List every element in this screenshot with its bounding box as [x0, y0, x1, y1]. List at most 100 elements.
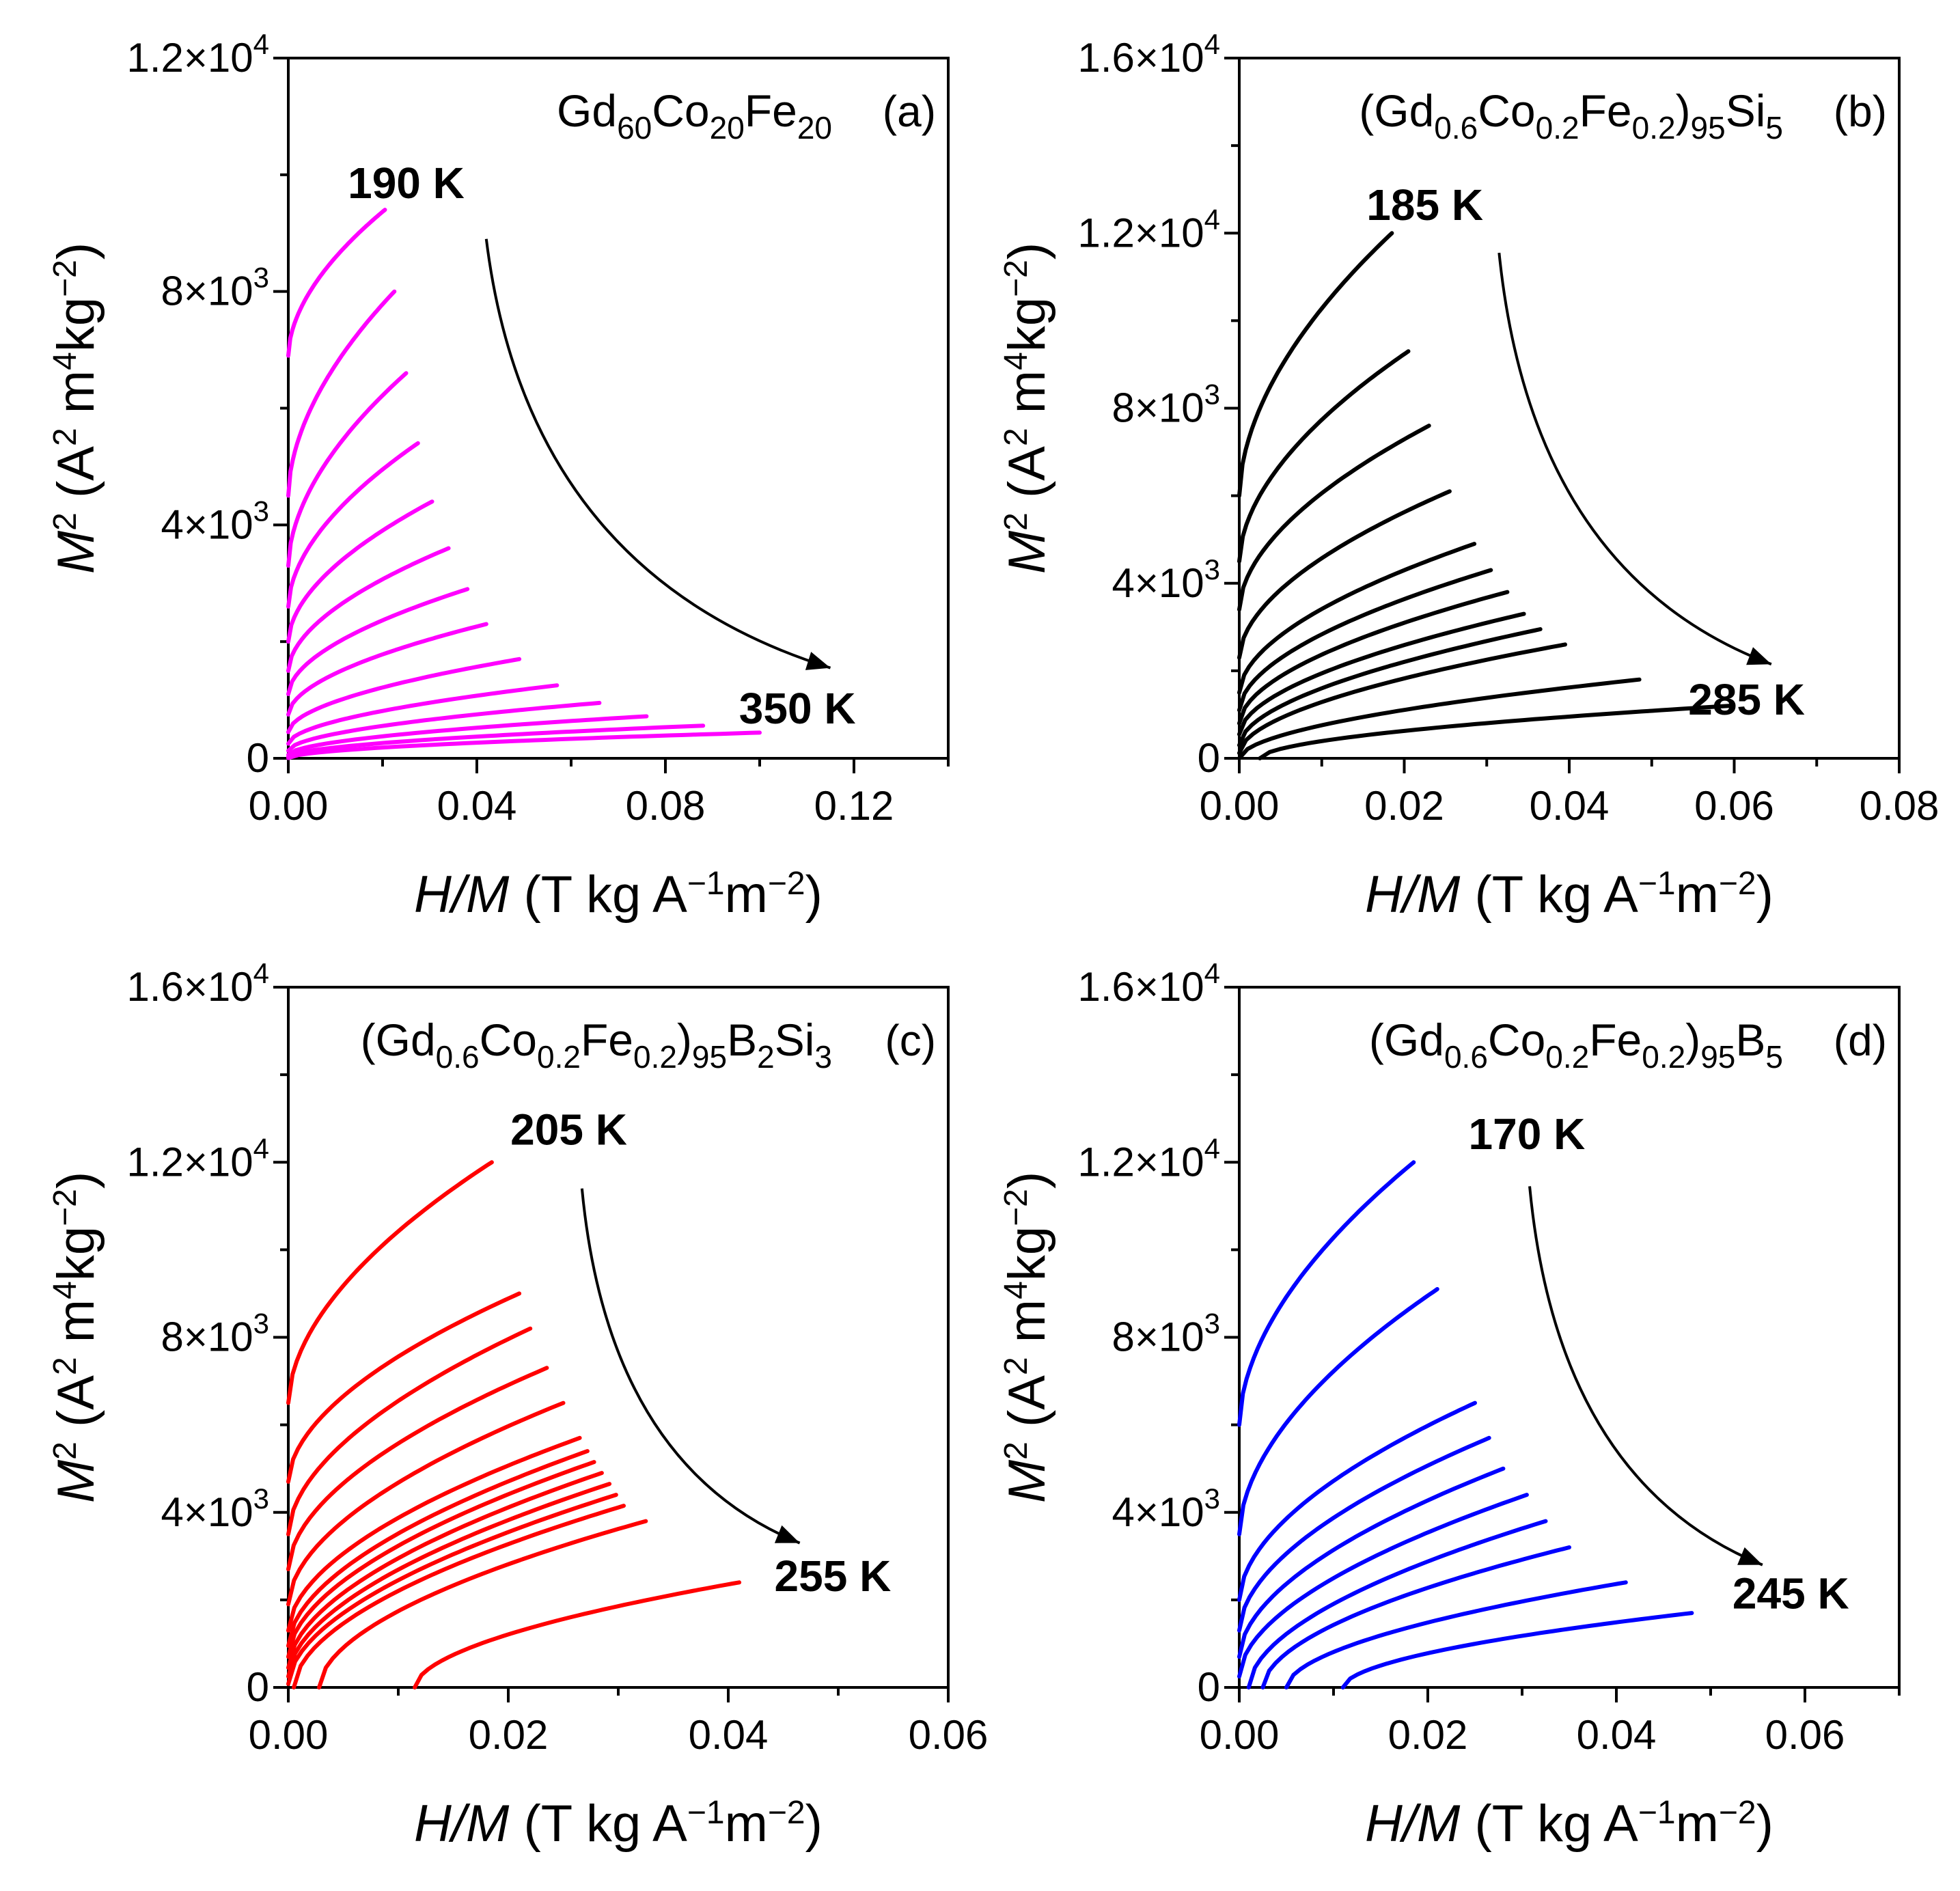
y-tick-exponent: 4 — [1204, 203, 1220, 235]
x-axis-title-text: ) — [805, 1795, 823, 1853]
y-axis-title-sup: 2 — [998, 1357, 1034, 1375]
y-tick-mantissa: 8×10 — [1112, 1314, 1204, 1360]
x-axis-title-sup: −2 — [1719, 1795, 1756, 1831]
y-axis-title-sup: 2 — [47, 428, 83, 446]
sample-label: (Gd0.6Co0.2Fe0.2)95B5 — [1369, 1014, 1783, 1075]
x-axis-title-sup: −1 — [1638, 1795, 1676, 1831]
sample-subscript: 0.6 — [1434, 110, 1478, 146]
y-tick-label: 4×103 — [1112, 553, 1220, 606]
sample-subscript: 60 — [617, 110, 652, 146]
y-axis-title-text: m — [998, 370, 1056, 428]
sample-element: (Gd — [1369, 1014, 1444, 1065]
temperature-trend-arrow — [1528, 1186, 1763, 1566]
y-axis-title-text: m — [47, 370, 105, 428]
isotherm-curve — [286, 1400, 566, 1607]
sample-element: Co — [652, 85, 709, 136]
temperature-start-label: 170 K — [1469, 1109, 1586, 1159]
isotherm-curve — [286, 1493, 618, 1686]
isotherm-curve — [286, 723, 706, 759]
y-tick-mantissa: 4×10 — [161, 501, 253, 547]
sample-subscript: 20 — [710, 110, 745, 146]
isotherm-curve — [1237, 642, 1567, 756]
x-tick-label: 0.06 — [1765, 1712, 1845, 1758]
isotherm-curve — [317, 1519, 648, 1689]
isotherm-curve — [1258, 704, 1733, 760]
x-axis-title-symbol: H/M — [414, 1795, 510, 1853]
x-tick-label: 0.04 — [437, 783, 517, 829]
y-tick-mantissa: 4×10 — [1112, 560, 1204, 606]
arrow-head-icon — [1737, 1547, 1763, 1565]
x-tick-label: 0.02 — [1364, 783, 1444, 829]
sample-element: Co — [1478, 85, 1535, 136]
isotherm-curve — [413, 1580, 742, 1689]
isotherm-curve — [286, 1326, 533, 1536]
x-tick-label: 0.02 — [469, 1712, 549, 1758]
x-axis-title-sup: −1 — [687, 1795, 725, 1831]
y-tick-mantissa: 0 — [247, 1664, 269, 1710]
panel-b: 0.00 0.02 0.04 0.06 0.0804×1038×1031.2×1041.… — [998, 28, 1940, 924]
temperature-start-label: 205 K — [510, 1105, 627, 1155]
y-tick-mantissa: 1.6×10 — [1077, 35, 1204, 81]
isotherm-curve — [1237, 424, 1431, 612]
isotherm-curve — [286, 289, 397, 498]
y-tick-exponent: 3 — [253, 1308, 269, 1340]
y-axis-title-text: m — [47, 1299, 105, 1357]
x-tick-label: 0.06 — [1694, 783, 1774, 829]
isotherm-curve — [286, 208, 387, 358]
x-tick-label: 0.00 — [1200, 1712, 1280, 1758]
isotherm-curve — [1237, 568, 1493, 713]
y-tick-mantissa: 8×10 — [161, 268, 253, 314]
y-axis-title-sup: −2 — [998, 260, 1034, 297]
y-tick-mantissa: 1.2×10 — [126, 35, 253, 81]
y-tick-label: 1.2×104 — [126, 28, 269, 81]
sample-element: Co — [480, 1014, 537, 1065]
y-axis-title-sup: 2 — [998, 1441, 1034, 1460]
x-axis-title-sup: −2 — [768, 1795, 805, 1831]
sample-subscript: 0.6 — [1444, 1039, 1488, 1075]
temperature-end-label: 255 K — [775, 1551, 892, 1601]
x-axis-title-text: m — [1676, 866, 1719, 924]
sample-element: Fe — [1579, 85, 1632, 136]
x-axis-title-symbol: H/M — [1365, 866, 1461, 924]
sample-element: Fe — [1589, 1014, 1642, 1065]
y-tick-mantissa: 4×10 — [1112, 1489, 1204, 1535]
y-tick-label: 4×103 — [161, 495, 269, 547]
sample-element: Co — [1488, 1014, 1545, 1065]
y-axis-title-sup: 2 — [998, 428, 1034, 446]
sample-subscript: 5 — [1765, 110, 1783, 146]
x-axis-title-text: (T kg A — [1460, 1795, 1638, 1853]
sample-element: Fe — [581, 1014, 633, 1065]
y-tick-label: 1.6×104 — [1077, 957, 1220, 1010]
isotherm-curve — [286, 700, 602, 753]
x-axis-title-text: m — [1676, 1795, 1719, 1853]
y-tick-label: 8×103 — [1112, 1308, 1220, 1360]
sample-subscript: 3 — [814, 1039, 832, 1075]
isotherm-curve — [1260, 1545, 1571, 1689]
y-axis-title-text: m — [998, 1299, 1056, 1357]
y-tick-label: 1.6×104 — [1077, 28, 1220, 81]
x-tick-label: 0.08 — [1860, 783, 1940, 829]
y-tick-label: 4×103 — [1112, 1482, 1220, 1535]
y-tick-exponent: 4 — [253, 957, 269, 989]
x-axis-title-text: (T kg A — [509, 1795, 687, 1853]
isotherm-curve — [286, 1160, 494, 1405]
isotherm-curve — [1237, 349, 1411, 564]
x-axis-title-sup: −2 — [1719, 866, 1756, 902]
isotherm-curve — [1237, 1287, 1439, 1536]
arrow-head-icon — [774, 1525, 800, 1543]
sample-element: ) — [1676, 85, 1691, 136]
y-axis-title-sup: −2 — [47, 1189, 83, 1226]
y-axis-title-sup: −2 — [47, 260, 83, 297]
sample-subscript: 0.2 — [1545, 1039, 1589, 1075]
y-tick-label: 0 — [247, 735, 269, 781]
isotherm-curve — [1237, 542, 1477, 695]
y-axis-title-sup: 2 — [47, 1357, 83, 1375]
temperature-end-label: 285 K — [1688, 675, 1805, 724]
y-tick-label: 1.2×104 — [1077, 203, 1220, 256]
sample-subscript: 95 — [692, 1039, 727, 1075]
panel-tag: (a) — [883, 87, 936, 136]
isotherm-curve — [286, 730, 762, 760]
isotherm-curve — [1284, 1580, 1628, 1689]
y-tick-exponent: 3 — [1204, 1308, 1220, 1340]
